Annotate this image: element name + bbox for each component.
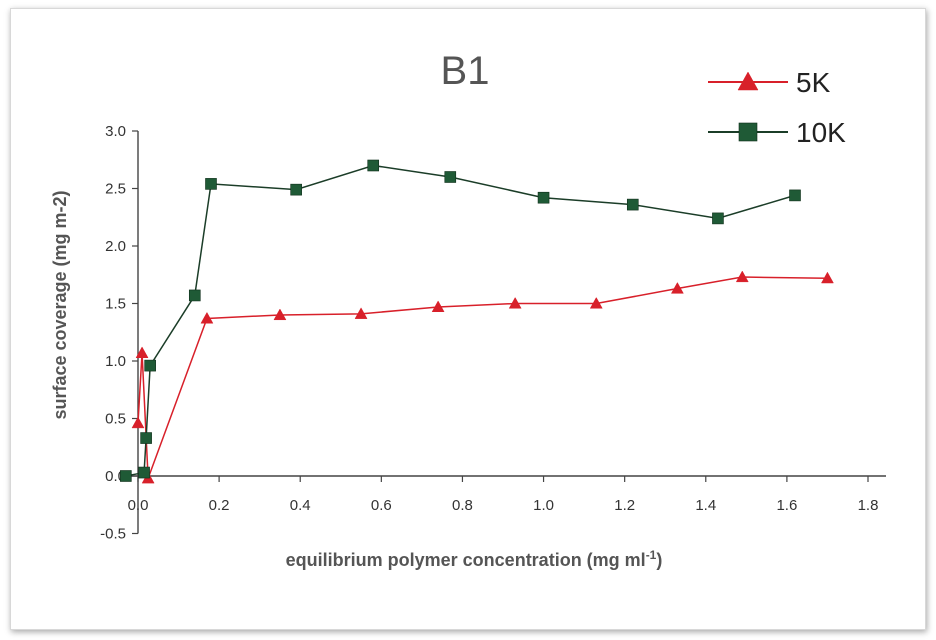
y-tick-label: 0.5 [105,411,126,428]
data-point [144,359,156,372]
data-point [821,271,834,284]
series-layer [120,159,834,484]
x-axis-label-end: ) [656,550,662,570]
data-point [120,470,132,482]
x-tick-label: 1.0 [533,497,554,514]
data-point [670,282,684,294]
y-tick-label: -0.5 [100,526,126,543]
x-tick-label: 1.2 [614,497,635,514]
data-point [537,191,550,204]
data-point [508,296,522,309]
y-tick-label: 3.0 [105,123,126,140]
data-point [140,432,152,444]
legend-label: 10K [796,117,846,148]
legend-marker [737,71,759,91]
data-point [712,212,724,225]
x-tick-label: 0.8 [452,497,473,514]
x-tick-label: 0.0 [128,497,149,514]
x-axis-label: equilibrium polymer concentration (mg ml… [286,548,663,570]
data-point [135,346,149,358]
legend-label: 5K [796,67,831,98]
y-tick-label: 2.0 [105,238,126,255]
series-line [137,276,828,479]
data-point [200,311,214,324]
x-tick-label: 0.4 [290,497,311,514]
x-tick-label: 0.6 [371,497,392,514]
data-point [131,416,145,429]
data-point [431,300,445,312]
data-point [188,289,201,302]
axes: 3.02.52.01.51.00.50.0-0.50.0 0.2 0.4 0.6 0.8… [100,123,886,543]
x-axis-label-main: equilibrium polymer concentration (mg ml [286,550,646,570]
data-point [367,159,380,172]
data-point [138,466,150,479]
x-tick-label: 1.8 [858,497,879,514]
x-tick-label: 0.2 [209,497,230,514]
legend-marker [738,122,758,142]
data-point [205,178,217,190]
y-tick-label: 1.5 [105,296,126,313]
data-point [626,198,639,211]
y-tick-label: 1.0 [105,353,126,370]
data-point [735,270,749,283]
chart-title: B1 [441,49,490,93]
data-point [273,308,287,321]
x-tick-label: 1.6 [776,497,797,514]
series-0 [131,270,834,484]
series-1 [120,159,801,482]
legend: 5K 10K [708,67,846,148]
data-point [444,171,457,183]
chart-frame [10,8,926,630]
data-point [354,307,368,319]
legend-item-0: 5K [708,67,831,98]
y-tick-label: 2.5 [105,181,126,198]
legend-item-1: 10K [708,117,846,148]
data-point [789,189,801,202]
x-tick-label: 1.4 [695,497,716,514]
series-line [125,164,796,477]
y-axis-label: surface coverage (mg m-2) [50,190,70,419]
data-point [589,296,603,309]
data-point [290,183,302,196]
x-axis-label-superscript: -1 [646,548,657,562]
